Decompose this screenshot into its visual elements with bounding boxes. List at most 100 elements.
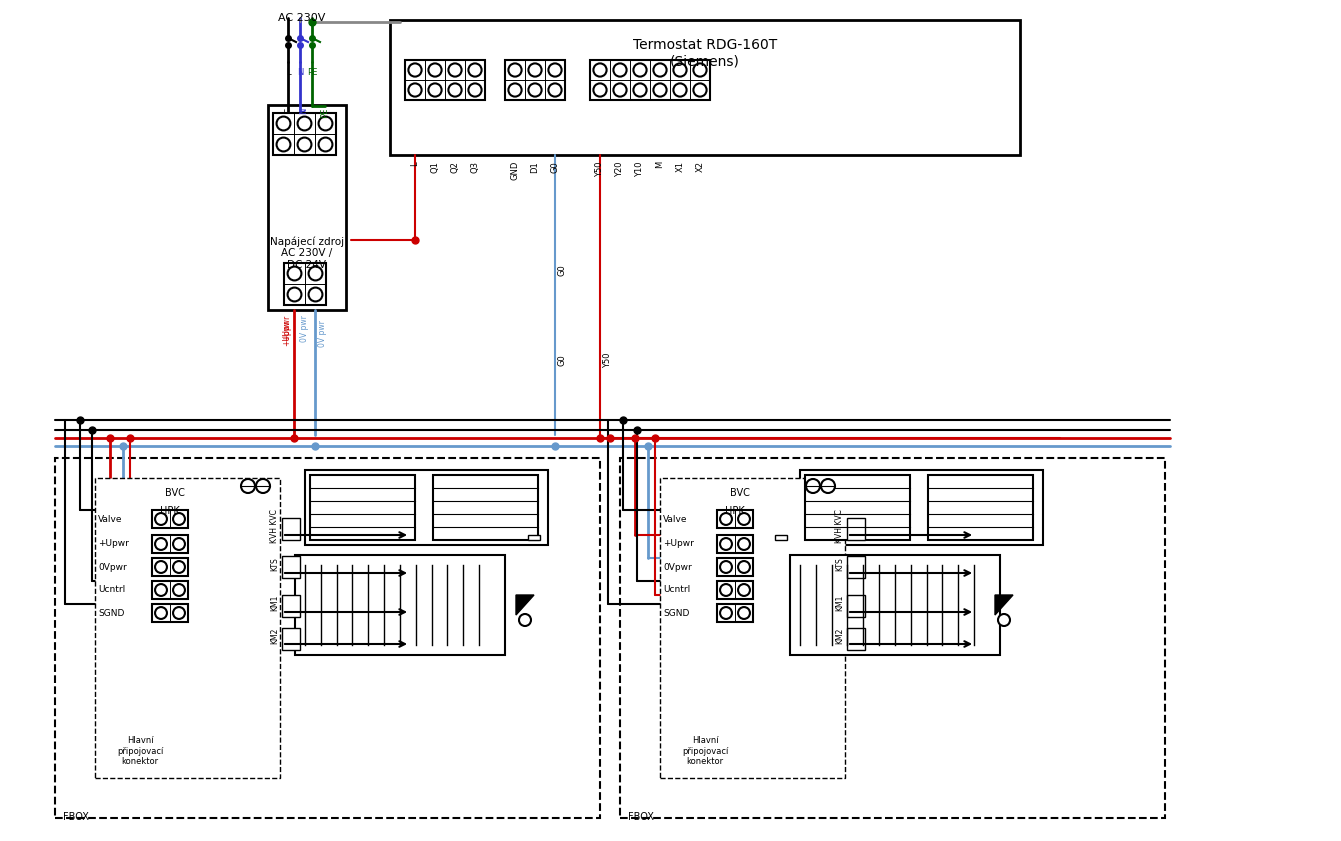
Circle shape bbox=[468, 83, 481, 97]
Circle shape bbox=[653, 83, 666, 97]
Bar bbox=[282, 556, 300, 578]
Text: Y50: Y50 bbox=[603, 352, 611, 368]
Bar bbox=[304, 470, 548, 545]
Text: FBOX: FBOX bbox=[63, 812, 89, 822]
Circle shape bbox=[298, 117, 311, 130]
Text: +Upwr: +Upwr bbox=[98, 539, 129, 548]
Bar bbox=[848, 595, 865, 617]
Text: FBOX: FBOX bbox=[628, 812, 654, 822]
Bar bbox=[805, 475, 911, 540]
Text: KVH KVC: KVH KVC bbox=[270, 509, 279, 543]
Text: D1: D1 bbox=[531, 161, 539, 172]
Text: KTS: KTS bbox=[270, 557, 279, 571]
Text: N: N bbox=[296, 68, 303, 77]
Circle shape bbox=[276, 138, 291, 151]
Bar bbox=[717, 604, 754, 622]
Text: Y20: Y20 bbox=[616, 161, 625, 177]
Text: Q3: Q3 bbox=[471, 161, 480, 173]
Text: G0: G0 bbox=[558, 264, 567, 276]
Text: 0V pwr: 0V pwr bbox=[318, 320, 327, 346]
Circle shape bbox=[156, 538, 166, 550]
Circle shape bbox=[241, 479, 255, 493]
Text: HPK: HPK bbox=[725, 506, 744, 516]
Polygon shape bbox=[995, 595, 1012, 615]
Text: 0Vpwr: 0Vpwr bbox=[662, 563, 692, 572]
Circle shape bbox=[673, 63, 687, 77]
Text: KTS: KTS bbox=[835, 557, 843, 571]
Text: Ucntrl: Ucntrl bbox=[662, 585, 691, 595]
Circle shape bbox=[548, 63, 562, 77]
Text: KM1: KM1 bbox=[270, 595, 279, 611]
Circle shape bbox=[548, 83, 562, 97]
Text: N: N bbox=[299, 108, 308, 114]
Circle shape bbox=[519, 614, 531, 626]
Circle shape bbox=[720, 607, 732, 619]
Text: L: L bbox=[410, 161, 420, 166]
Circle shape bbox=[428, 63, 441, 77]
Text: Napájecí zdroj
AC 230V /
DC 24V: Napájecí zdroj AC 230V / DC 24V bbox=[270, 236, 345, 270]
Circle shape bbox=[653, 63, 666, 77]
Text: Termostat RDG-160T
(Siemens): Termostat RDG-160T (Siemens) bbox=[633, 38, 778, 68]
Circle shape bbox=[287, 267, 302, 280]
Text: Q2: Q2 bbox=[451, 161, 460, 173]
Circle shape bbox=[156, 584, 166, 596]
Circle shape bbox=[720, 584, 732, 596]
Circle shape bbox=[720, 538, 732, 550]
Circle shape bbox=[276, 117, 291, 130]
Circle shape bbox=[409, 63, 421, 77]
Circle shape bbox=[738, 513, 750, 525]
Bar bbox=[152, 510, 188, 528]
Bar bbox=[282, 595, 300, 617]
Text: KM2: KM2 bbox=[835, 628, 843, 644]
Text: L: L bbox=[279, 108, 287, 113]
Circle shape bbox=[720, 561, 732, 573]
Bar bbox=[620, 458, 1165, 818]
Circle shape bbox=[693, 63, 707, 77]
Bar bbox=[790, 555, 1000, 655]
Text: KVH KVC: KVH KVC bbox=[835, 509, 843, 543]
Bar bbox=[268, 105, 346, 310]
Circle shape bbox=[594, 83, 606, 97]
Bar bbox=[152, 604, 188, 622]
Circle shape bbox=[308, 267, 322, 280]
Circle shape bbox=[156, 607, 166, 619]
Bar bbox=[590, 60, 709, 100]
Bar bbox=[528, 535, 540, 540]
Text: Hlavní
připojovací
konektor: Hlavní připojovací konektor bbox=[117, 736, 164, 766]
Circle shape bbox=[428, 83, 441, 97]
Circle shape bbox=[287, 288, 302, 301]
Text: G0: G0 bbox=[551, 161, 559, 172]
Bar bbox=[274, 113, 337, 155]
Circle shape bbox=[528, 63, 542, 77]
Circle shape bbox=[468, 63, 481, 77]
Circle shape bbox=[256, 479, 270, 493]
Bar bbox=[282, 518, 300, 540]
Bar bbox=[152, 558, 188, 576]
Circle shape bbox=[738, 561, 750, 573]
Text: KM1: KM1 bbox=[835, 595, 843, 611]
Text: BVC: BVC bbox=[165, 488, 185, 498]
Bar bbox=[506, 60, 565, 100]
Text: Valve: Valve bbox=[98, 515, 122, 523]
Text: SGND: SGND bbox=[98, 609, 125, 617]
Bar bbox=[282, 628, 300, 650]
Text: G0: G0 bbox=[558, 354, 567, 366]
Circle shape bbox=[173, 561, 185, 573]
Circle shape bbox=[613, 63, 626, 77]
Circle shape bbox=[508, 83, 522, 97]
Bar bbox=[717, 535, 754, 553]
Circle shape bbox=[806, 479, 819, 493]
Circle shape bbox=[594, 63, 606, 77]
Bar bbox=[390, 20, 1021, 155]
Text: +Upwr: +Upwr bbox=[662, 539, 693, 548]
Bar bbox=[848, 518, 865, 540]
Bar bbox=[152, 535, 188, 553]
Bar bbox=[801, 470, 1043, 545]
Circle shape bbox=[508, 63, 522, 77]
Bar bbox=[295, 555, 506, 655]
Text: X1: X1 bbox=[676, 161, 684, 172]
Circle shape bbox=[173, 538, 185, 550]
Text: Y50: Y50 bbox=[595, 161, 605, 177]
Circle shape bbox=[633, 63, 646, 77]
Circle shape bbox=[156, 513, 166, 525]
